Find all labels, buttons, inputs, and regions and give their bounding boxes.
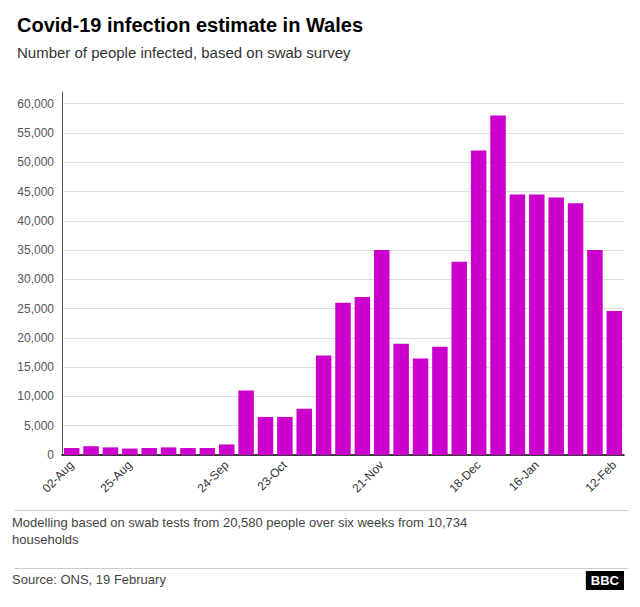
svg-text:BBC: BBC (591, 573, 620, 588)
svg-text:Covid-19 infection estimate in: Covid-19 infection estimate in Wales (17, 14, 363, 36)
svg-text:10,000: 10,000 (17, 389, 54, 403)
svg-text:households: households (12, 532, 79, 547)
svg-text:55,000: 55,000 (17, 126, 54, 140)
svg-text:12-Feb: 12-Feb (583, 458, 620, 495)
svg-text:Modelling based on swab tests: Modelling based on swab tests from 20,58… (12, 515, 467, 530)
svg-text:20,000: 20,000 (17, 331, 54, 345)
svg-text:23-Oct: 23-Oct (254, 458, 290, 494)
svg-text:60,000: 60,000 (17, 97, 54, 111)
svg-text:0: 0 (47, 448, 54, 462)
svg-text:16-Jan: 16-Jan (506, 458, 542, 494)
svg-text:21-Nov: 21-Nov (349, 458, 386, 495)
svg-text:45,000: 45,000 (17, 185, 54, 199)
svg-text:Source: ONS, 19 February: Source: ONS, 19 February (12, 572, 166, 587)
svg-text:15,000: 15,000 (17, 360, 54, 374)
svg-text:40,000: 40,000 (17, 214, 54, 228)
svg-text:Number of people infected, bas: Number of people infected, based on swab… (17, 44, 351, 61)
svg-text:18-Dec: 18-Dec (446, 458, 483, 495)
svg-text:25,000: 25,000 (17, 302, 54, 316)
svg-text:25-Aug: 25-Aug (98, 458, 135, 495)
svg-text:50,000: 50,000 (17, 155, 54, 169)
svg-text:24-Sep: 24-Sep (194, 458, 231, 495)
svg-text:5,000: 5,000 (24, 419, 54, 433)
svg-text:02-Aug: 02-Aug (39, 458, 76, 495)
svg-text:30,000: 30,000 (17, 272, 54, 286)
svg-text:35,000: 35,000 (17, 243, 54, 257)
